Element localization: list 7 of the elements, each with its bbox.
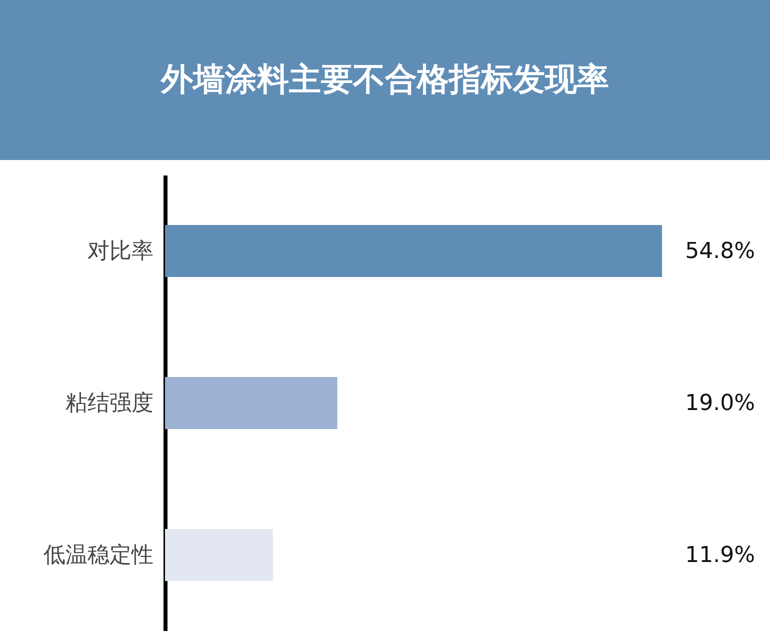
chart-title: 外墙涂料主要不合格指标发现率 bbox=[0, 0, 770, 160]
data-label: 54.8% bbox=[685, 239, 755, 264]
data-label: 19.0% bbox=[685, 391, 755, 416]
data-label: 11.9% bbox=[685, 543, 755, 568]
y-tick-label: 低温稳定性 bbox=[44, 543, 154, 568]
y-tick-label: 粘结强度 bbox=[66, 391, 154, 416]
y-tick-label: 对比率 bbox=[88, 239, 154, 264]
